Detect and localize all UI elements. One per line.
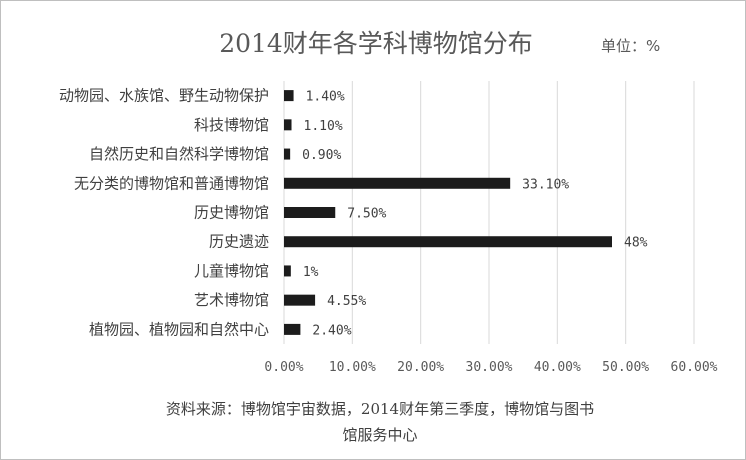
data-label: 0.90% [302, 148, 341, 163]
category-label: 艺术博物馆 [194, 291, 269, 309]
category-label: 无分类的博物馆和普通博物馆 [74, 174, 269, 192]
bar [284, 148, 291, 160]
source-line-1: 资料来源：博物馆宇宙数据，2014财年第三季度，博物馆与图书 [166, 400, 594, 418]
data-label: 1.40% [306, 90, 345, 105]
bar [284, 294, 316, 306]
data-label: 7.50% [347, 207, 386, 222]
x-tick-label: 20.00% [397, 360, 444, 375]
bar [284, 119, 292, 131]
data-label: 48% [624, 236, 648, 251]
category-label: 自然历史和自然科学博物馆 [89, 145, 269, 163]
category-label: 动物园、水族馆、野生动物保护 [59, 87, 269, 105]
category-label: 历史博物馆 [194, 204, 269, 222]
x-tick-label: 50.00% [602, 360, 649, 375]
bar [284, 90, 294, 102]
data-label: 1.10% [304, 119, 343, 134]
unit-label: 单位：% [601, 37, 660, 55]
category-labels: 动物园、水族馆、野生动物保护科技博物馆自然历史和自然科学博物馆无分类的博物馆和普… [59, 87, 269, 339]
x-tick-labels: 0.00% 10.00% 20.00% 30.00% 40.00% 50.00% 60.00… [264, 360, 717, 375]
data-labels: 1.40% 1.10% 0.90% 33.10% 7.50% 48% 1% 4.55% 2.40… [302, 90, 648, 339]
category-label: 植物园、植物园和自然中心 [89, 320, 269, 338]
data-label: 4.55% [327, 294, 366, 309]
bar [284, 265, 291, 277]
bar [284, 207, 336, 218]
category-label: 科技博物馆 [194, 116, 269, 134]
x-tick-label: 30.00% [466, 360, 513, 375]
bar [284, 236, 612, 248]
bars [284, 90, 612, 335]
x-tick-label: 10.00% [329, 360, 376, 375]
data-label: 1% [303, 265, 319, 280]
category-label: 历史遗迹 [209, 233, 269, 251]
chart-title: 2014财年各学科博物馆分布 [219, 29, 533, 58]
bar [284, 323, 301, 335]
grid-lines [283, 81, 695, 344]
x-tick-label: 60.00% [671, 360, 718, 375]
x-tick-label: 0.00% [264, 360, 303, 375]
category-label: 儿童博物馆 [194, 262, 269, 280]
x-tick-label: 40.00% [534, 360, 581, 375]
data-label: 2.40% [312, 323, 351, 338]
data-label: 33.10% [522, 177, 569, 192]
bar [284, 177, 511, 189]
source-line-2: 馆服务中心 [342, 426, 417, 444]
